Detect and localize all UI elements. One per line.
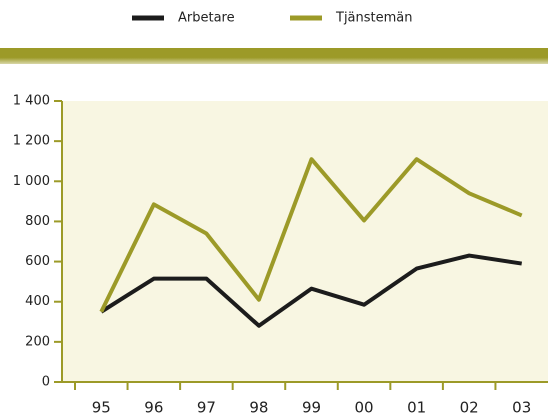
x-tick-label: 99 [302, 399, 321, 417]
y-tick-label: 400 [25, 294, 50, 309]
y-tick-label: 1 400 [13, 94, 50, 109]
y-tick-label: 0 [42, 375, 50, 390]
line-series [100, 253, 523, 328]
x-tick-label: 95 [92, 399, 111, 417]
x-tick-label: 02 [460, 399, 479, 417]
y-tick-label: 1 200 [13, 134, 50, 149]
x-tick-label: 97 [197, 399, 216, 417]
legend-label: Arbetare [178, 11, 235, 26]
y-tick-label: 200 [25, 334, 50, 349]
legend-label: Tjänstemän [335, 11, 413, 26]
y-tick-label: 800 [25, 214, 50, 229]
line-series [99, 157, 523, 313]
x-tick-label: 03 [512, 399, 531, 417]
plot-area [62, 101, 548, 382]
y-tick-label: 600 [25, 254, 50, 269]
x-tick-label: 98 [249, 399, 268, 417]
y-tick-label: 1 000 [13, 174, 50, 189]
x-tick-label: 96 [144, 399, 163, 417]
header-band [0, 48, 548, 64]
x-tick-label: 00 [355, 399, 374, 417]
x-tick-label: 01 [407, 399, 426, 417]
